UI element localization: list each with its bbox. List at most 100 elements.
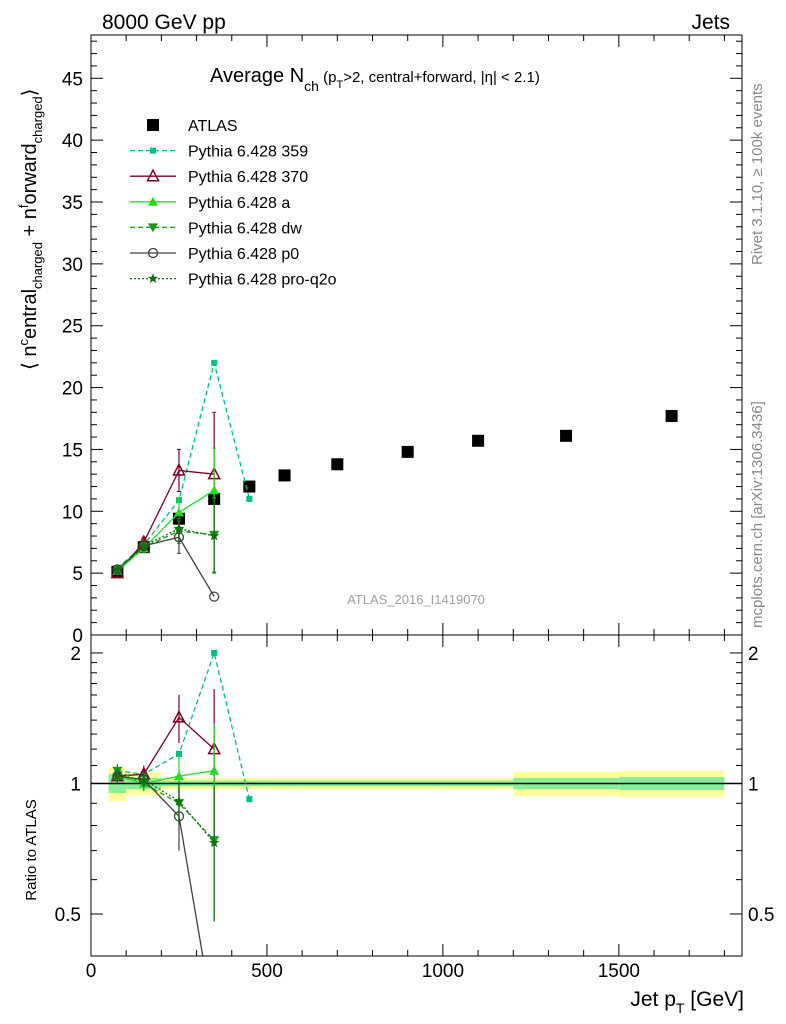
ratio-series-5	[112, 768, 220, 922]
data-point	[472, 434, 485, 447]
ratio-plot-frame	[90, 634, 743, 957]
series-3	[112, 447, 220, 575]
data-point	[112, 563, 123, 574]
ratio-point	[208, 837, 220, 848]
ratio-axis-ticks: 0.5 0.5 1 1 2 2 0 500 1000 1500	[55, 635, 774, 982]
y-axis-label: ⟨ ncentralcharged + nforwardcharged⟩	[16, 89, 45, 370]
legend-label: Pythia 6.428 dw	[188, 220, 302, 237]
legend-marker	[147, 247, 159, 259]
legend-entry-4: Pythia 6.428 dw	[130, 220, 302, 237]
x-tick-label: 500	[251, 961, 283, 982]
ratio-point	[173, 795, 185, 806]
series-line	[116, 489, 215, 572]
ratio-y-tick-label-right: 0.5	[748, 905, 774, 926]
legend-label: Pythia 6.428 359	[188, 144, 308, 161]
ratio-y-tick-label-left: 0.5	[55, 905, 81, 926]
ratio-point	[172, 709, 186, 723]
ratio-y-tick-label-left: 2	[70, 644, 81, 665]
ratio-series-line	[117, 770, 215, 785]
title-rest-sub: T	[336, 79, 343, 91]
series-line	[116, 530, 215, 570]
data-point	[208, 530, 220, 541]
data-point	[173, 523, 185, 534]
ratio-y-axis-label: Ratio to ATLAS	[23, 799, 40, 900]
ratio-panel: 0.5 0.5 1 1 2 2 0 500 1000 1500 Ratio to ATLAS Je…	[23, 634, 774, 1016]
ratio-y-tick-label-right: 1	[748, 774, 759, 795]
legend-label: Pythia 6.428 p0	[188, 246, 299, 263]
series-0	[111, 410, 678, 578]
ratio-series-line	[117, 716, 215, 777]
data-point	[209, 591, 220, 602]
data-point	[173, 507, 184, 517]
main-panel: 0 5 10 15 20 25 30 35 40 45 ATLAS_2016_I1419070 A…	[16, 34, 743, 647]
y-tick-label: 10	[62, 502, 83, 523]
data-point	[172, 462, 186, 476]
y-tick-label: 5	[72, 564, 83, 585]
ratio-series-1	[110, 689, 221, 838]
ratio-series-line	[117, 775, 204, 956]
title-rest-b: >2, central+forward, |η| < 2.1)	[343, 69, 540, 86]
data-point	[278, 469, 291, 482]
ratio-uncertainty-bands	[91, 767, 742, 802]
x-axis-label: Jet pT [GeV]	[630, 988, 744, 1016]
legend-entry-3: Pythia 6.428 a	[130, 195, 290, 212]
plot-title: Average Nch (pT>2, central+forward, |η| …	[210, 65, 540, 94]
y-tick-label: 30	[62, 255, 83, 276]
data-point	[211, 359, 218, 366]
series-line	[116, 536, 215, 597]
data-point	[401, 445, 414, 458]
y-tick-label: 40	[62, 131, 83, 152]
ratio-series-4	[112, 768, 204, 956]
series-6	[112, 498, 220, 574]
y-tick-label: 45	[62, 69, 83, 90]
legend-label: Pythia 6.428 a	[188, 195, 290, 212]
legend: ATLAS Pythia 6.428 359 Pythia 6.428 370 Pyt…	[130, 118, 337, 289]
series-2	[110, 411, 221, 579]
legend-label: Pythia 6.428 370	[188, 169, 308, 186]
ratio-series-line	[117, 770, 215, 841]
title-rest-a: (p	[319, 69, 337, 86]
main-axis-ticks: 0 5 10 15 20 25 30 35 40 45	[62, 35, 742, 647]
legend-entry-6: Pythia 6.428 pro-q2o	[130, 272, 337, 289]
data-point	[560, 429, 573, 442]
y-tick-label: 35	[62, 193, 83, 214]
rivet-label: Rivet 3.1.10, ≥ 100k events	[749, 83, 766, 265]
mcplots-label: mcplots.cern.ch [arXiv:1306.3436]	[749, 401, 766, 628]
analysis-watermark: ATLAS_2016_I1419070	[347, 592, 485, 607]
ratio-series-line	[117, 775, 215, 844]
data-point	[331, 458, 344, 471]
data-point	[138, 540, 149, 551]
data-point	[209, 485, 220, 495]
y-tick-label: 0	[72, 626, 83, 647]
x-tick-label: 1000	[422, 961, 464, 982]
energy-label: 8000 GeV pp	[102, 11, 226, 34]
legend-marker	[146, 168, 160, 182]
data-point	[243, 480, 256, 493]
title-main: Average N	[210, 65, 304, 87]
legend-label: Pythia 6.428 pro-q2o	[188, 272, 337, 289]
ratio-series-clip-group	[110, 649, 253, 956]
legend-marker	[147, 119, 159, 131]
series-line	[116, 527, 215, 570]
legend-entry-0: ATLAS	[147, 118, 238, 135]
data-point	[246, 495, 253, 502]
y-tick-label: 15	[62, 440, 83, 461]
x-tick-label: 1500	[598, 961, 640, 982]
series-4	[112, 497, 220, 575]
legend-marker	[147, 273, 159, 283]
y-tick-label: 25	[62, 317, 83, 338]
x-tick-label: 0	[86, 961, 97, 982]
ratio-y-tick-label-right: 2	[748, 644, 759, 665]
ratio-series-layer	[110, 649, 253, 956]
ratio-point	[173, 771, 184, 781]
ratio-point	[112, 770, 123, 781]
ratio-point	[211, 649, 218, 656]
y-tick-label: 20	[62, 379, 83, 400]
legend-entry-5: Pythia 6.428 p0	[130, 246, 299, 263]
legend-entry-1: Pythia 6.428 359	[130, 144, 308, 161]
legend-entry-2: Pythia 6.428 370	[130, 168, 308, 186]
legend-marker	[148, 223, 158, 233]
title-sub: ch	[304, 78, 319, 94]
ratio-point	[209, 765, 220, 775]
